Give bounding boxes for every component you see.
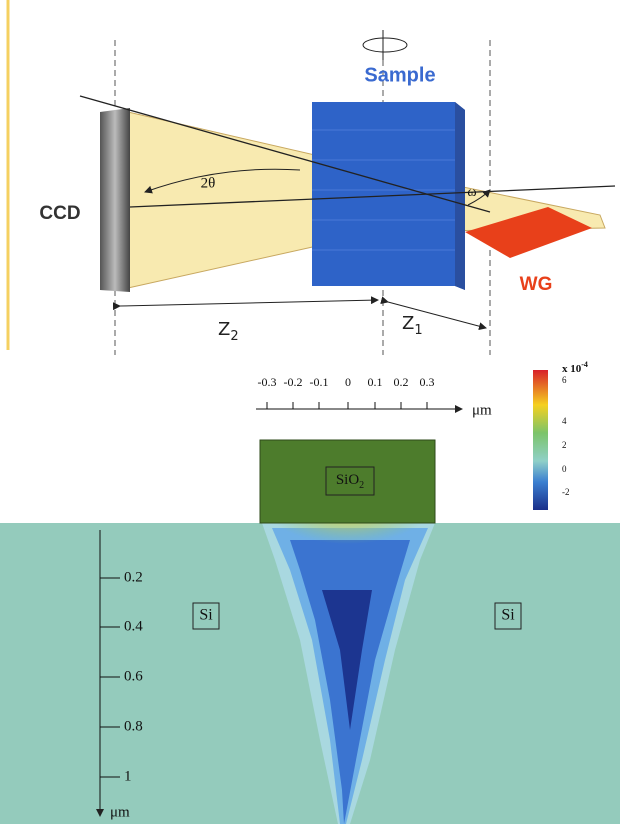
- x-axis-unit: μm: [472, 402, 492, 418]
- z1-letter: Z: [402, 313, 414, 334]
- oxide-sub: 2: [359, 480, 364, 491]
- colorbar-tick-label: 6: [562, 375, 567, 385]
- z1-sub: 1: [414, 323, 422, 338]
- figure: Sample CCD 2θ ω WG Z2 Z1 SiO2 Si Si μm μ…: [0, 0, 620, 824]
- si-left-label: Si: [199, 607, 213, 624]
- z2-label: Z2: [218, 319, 239, 344]
- z1-label: Z1: [402, 313, 423, 338]
- si-right-label: Si: [501, 607, 515, 624]
- rotation-arrow: [363, 38, 407, 52]
- x-tick-label: 0: [345, 375, 351, 389]
- colorbar-tick-label: 4: [562, 416, 567, 426]
- oxide-base: SiO: [336, 472, 360, 488]
- x-tick-label: -0.2: [284, 375, 303, 389]
- colorbar-tick-label: 0: [562, 464, 567, 474]
- depth-tick-label: 0.2: [124, 569, 143, 585]
- depth-tick-label: 1: [124, 768, 132, 784]
- x-tick-label: 0.3: [420, 375, 435, 389]
- wg-label: WG: [520, 274, 553, 295]
- ccd-label: CCD: [39, 203, 80, 224]
- colorbar-base: x 10: [562, 363, 582, 375]
- sample-label: Sample: [364, 64, 435, 86]
- colorbar-tick-label: -2: [562, 487, 570, 497]
- colorbar-exp: -4: [581, 360, 588, 369]
- x-tick-label: 0.1: [368, 375, 383, 389]
- z2-letter: Z: [218, 319, 230, 340]
- z2-sub: 2: [230, 329, 238, 344]
- depth-tick-label: 0.6: [124, 668, 143, 684]
- colorbar: [533, 370, 548, 510]
- depth-tick-label: 0.8: [124, 718, 143, 734]
- colorbar-tick-label: 2: [562, 440, 567, 450]
- setup-diagram: Sample CCD 2θ ω WG Z2 Z1: [8, 0, 615, 355]
- omega-label: ω: [467, 185, 476, 200]
- x-tick-label: -0.1: [310, 375, 329, 389]
- x-tick-label: -0.3: [258, 375, 277, 389]
- depth-tick-label: 0.4: [124, 618, 143, 634]
- ccd-detector: [100, 108, 130, 292]
- colorbar-label: x 10-4: [562, 360, 588, 375]
- sample-side: [455, 102, 465, 290]
- x-tick-label: 0.2: [394, 375, 409, 389]
- two-theta-label: 2θ: [201, 175, 216, 191]
- z2-arrow: [120, 300, 378, 306]
- depth-axis-unit: μm: [110, 804, 130, 820]
